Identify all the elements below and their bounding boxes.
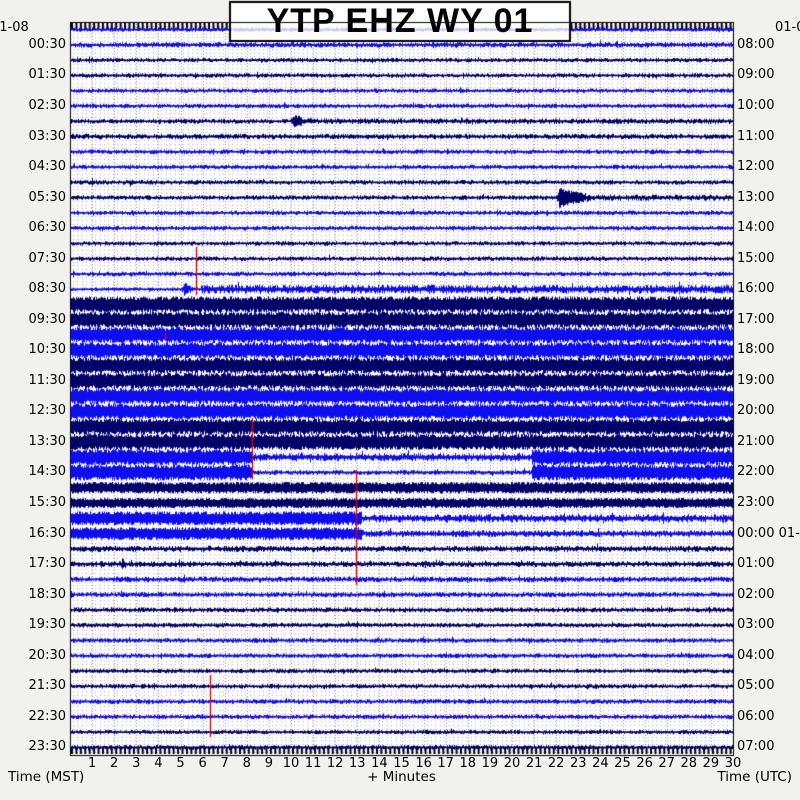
date-label-left: 01-08 bbox=[0, 20, 29, 35]
right-time-label: 17:00 bbox=[737, 311, 775, 327]
date-label-right: 01-08 bbox=[775, 20, 800, 35]
minute-tick-label: 14 bbox=[371, 756, 388, 771]
right-time-label: 12:00 bbox=[737, 159, 775, 175]
right-time-label: 07:00 bbox=[737, 739, 775, 755]
minute-tick-label: 24 bbox=[592, 756, 609, 771]
station-title: YTP EHZ WY 01 bbox=[266, 2, 534, 40]
minute-tick-label: 22 bbox=[547, 756, 565, 771]
axis-label-minutes: + Minutes bbox=[367, 769, 436, 785]
left-time-label: 11:30 bbox=[28, 372, 66, 388]
left-time-label: 05:30 bbox=[28, 189, 66, 205]
minute-tick-label: 28 bbox=[680, 756, 698, 771]
minute-tick-label: 18 bbox=[459, 756, 477, 771]
right-time-label: 05:00 bbox=[737, 678, 775, 694]
minute-tick-label: 11 bbox=[304, 756, 322, 771]
right-time-label: 11:00 bbox=[737, 128, 775, 144]
right-time-label: 10:00 bbox=[737, 97, 775, 113]
minute-tick-label: 9 bbox=[264, 756, 274, 771]
minute-tick-label: 5 bbox=[176, 756, 185, 771]
right-time-label: 14:00 bbox=[737, 220, 775, 236]
right-time-label: 20:00 bbox=[737, 403, 775, 419]
left-time-label: 03:30 bbox=[28, 128, 66, 144]
right-time-label: 13:00 bbox=[737, 189, 775, 205]
minute-tick-label: 7 bbox=[220, 756, 229, 771]
left-time-label: 12:30 bbox=[28, 403, 66, 419]
left-time-label: 14:30 bbox=[28, 464, 66, 480]
minute-tick-label: 20 bbox=[503, 756, 521, 771]
minute-tick-label: 19 bbox=[481, 756, 499, 771]
minute-tick-label: 4 bbox=[154, 756, 163, 771]
left-time-label: 13:30 bbox=[28, 433, 66, 449]
minute-tick-label: 15 bbox=[393, 756, 410, 771]
minute-tick-label: 13 bbox=[349, 756, 366, 771]
right-time-label: 19:00 bbox=[737, 372, 775, 388]
left-time-label: 18:30 bbox=[28, 586, 66, 602]
left-time-label: 20:30 bbox=[28, 647, 66, 663]
left-time-label: 22:30 bbox=[28, 708, 66, 724]
minute-tick-label: 25 bbox=[614, 756, 631, 771]
right-time-label: 02:00 bbox=[737, 586, 775, 602]
left-time-label: 21:30 bbox=[28, 678, 66, 694]
right-time-label: 08:00 bbox=[737, 36, 775, 52]
minute-tick-label: 3 bbox=[132, 756, 141, 771]
right-time-label: 01:00 bbox=[737, 556, 775, 572]
left-time-label: 23:30 bbox=[28, 739, 66, 755]
left-time-label: 00:30 bbox=[28, 36, 66, 52]
right-time-label: 09:00 bbox=[737, 67, 775, 83]
left-time-label: 17:30 bbox=[28, 556, 66, 572]
minute-tick-label: 29 bbox=[702, 756, 720, 771]
left-time-label: 04:30 bbox=[28, 159, 66, 175]
right-time-label: 21:00 bbox=[737, 433, 775, 449]
right-time-label: 06:00 bbox=[737, 708, 775, 724]
right-time-label: 18:00 bbox=[737, 342, 775, 358]
left-time-label: 06:30 bbox=[28, 220, 66, 236]
right-time-label: 16:00 bbox=[737, 281, 775, 297]
minute-tick-label: 10 bbox=[282, 756, 300, 771]
left-time-label: 01:30 bbox=[28, 67, 66, 83]
minute-tick-label: 2 bbox=[110, 756, 119, 771]
minute-tick-label: 23 bbox=[570, 756, 587, 771]
left-time-label: 09:30 bbox=[28, 311, 66, 327]
minute-tick-label: 27 bbox=[658, 756, 675, 771]
minute-tick-label: 8 bbox=[242, 756, 251, 771]
left-time-label: 19:30 bbox=[28, 617, 66, 633]
right-time-label: 22:00 bbox=[737, 464, 775, 480]
minute-tick-label: 26 bbox=[636, 756, 653, 771]
minute-tick-label: 1 bbox=[87, 756, 97, 771]
left-time-label: 07:30 bbox=[28, 250, 66, 266]
right-time-label: 00:00 01-09 bbox=[737, 525, 800, 541]
left-time-label: 08:30 bbox=[28, 281, 66, 297]
minute-tick-label: 16 bbox=[415, 756, 432, 771]
right-time-label: 04:00 bbox=[737, 647, 775, 663]
minute-tick-label: 17 bbox=[437, 756, 454, 771]
right-time-label: 15:00 bbox=[737, 250, 775, 266]
minute-tick-label: 21 bbox=[525, 756, 543, 771]
axis-label-time-mst: Time (MST) bbox=[8, 769, 85, 785]
left-time-label: 10:30 bbox=[28, 342, 66, 358]
axis-label-time-utc: Time (UTC) bbox=[717, 769, 792, 785]
right-time-label: 23:00 bbox=[737, 495, 775, 511]
left-time-label: 16:30 bbox=[28, 525, 66, 541]
minute-tick-label: 12 bbox=[326, 756, 344, 771]
right-time-label: 03:00 bbox=[737, 617, 775, 633]
minute-tick-label: 30 bbox=[724, 756, 742, 771]
left-time-label: 15:30 bbox=[28, 495, 66, 511]
minute-tick-label: 6 bbox=[198, 756, 207, 771]
left-time-label: 02:30 bbox=[28, 97, 66, 113]
